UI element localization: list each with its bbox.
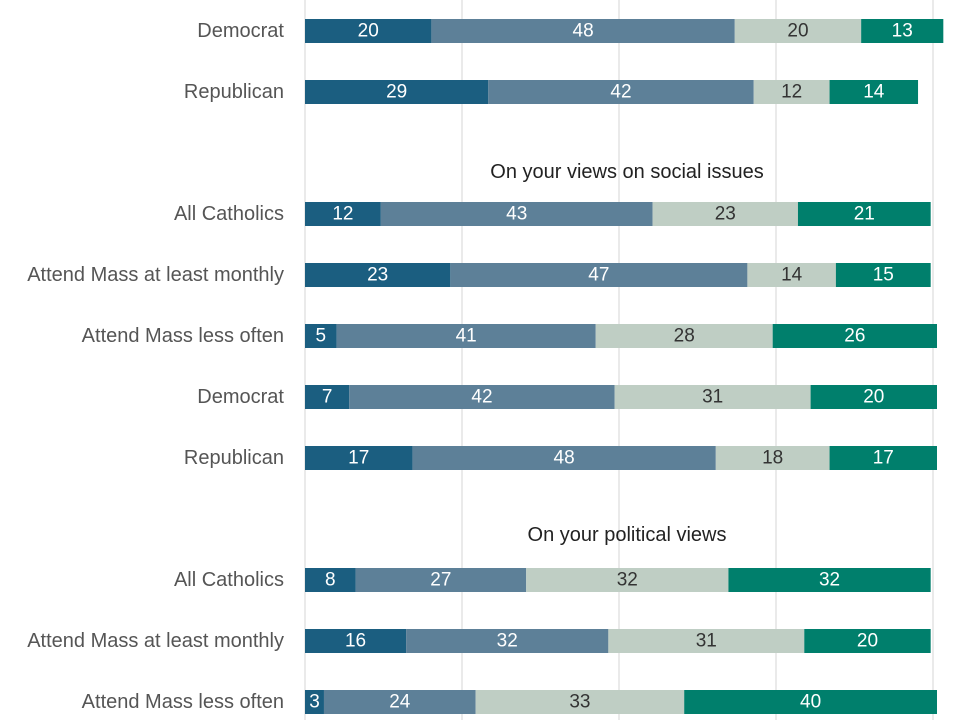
data-label: 43 <box>506 204 527 225</box>
data-label: 17 <box>348 448 369 469</box>
bar-segment <box>305 19 432 43</box>
bar-segment <box>305 80 489 104</box>
bar-segment <box>305 263 451 287</box>
bar-segment <box>406 629 609 653</box>
bar-segment <box>305 446 413 470</box>
bar-segment <box>450 263 748 287</box>
section-title: On your political views <box>528 524 727 546</box>
data-label: 48 <box>573 21 594 42</box>
row-label: Attend Mass less often <box>82 325 284 347</box>
data-label: 13 <box>892 21 913 42</box>
bar-segment <box>734 19 862 43</box>
bar-segment <box>772 324 937 348</box>
row-label: Attend Mass less often <box>82 691 284 713</box>
bar-segment <box>684 690 937 714</box>
bar-segment <box>595 324 773 348</box>
data-label: 3 <box>309 692 320 713</box>
bar-segment <box>829 80 919 104</box>
bar-segment <box>305 629 407 653</box>
row-label: All Catholics <box>174 569 284 591</box>
bar-segment <box>488 80 754 104</box>
bar-segment <box>305 385 350 409</box>
row-label: Democrat <box>197 20 284 42</box>
bar-segment <box>305 690 324 714</box>
data-label: 21 <box>854 204 875 225</box>
bar-segment <box>753 80 830 104</box>
data-label: 5 <box>316 326 327 347</box>
data-label: 32 <box>497 631 518 652</box>
bar-segment <box>431 19 735 43</box>
data-label: 28 <box>674 326 695 347</box>
data-label: 40 <box>800 692 821 713</box>
data-label: 24 <box>389 692 411 713</box>
bar-segment <box>475 690 685 714</box>
bar-segment <box>323 690 476 714</box>
data-label: 15 <box>873 265 894 286</box>
data-label: 47 <box>588 265 609 286</box>
bar-segment <box>835 263 931 287</box>
data-label: 17 <box>873 448 894 469</box>
data-label: 33 <box>569 692 590 713</box>
data-label: 18 <box>762 448 783 469</box>
data-label: 23 <box>367 265 388 286</box>
data-label: 12 <box>781 82 802 103</box>
bar-segment <box>715 446 830 470</box>
data-label: 16 <box>345 631 366 652</box>
bar-segment <box>829 446 937 470</box>
data-label: 8 <box>325 570 336 591</box>
bar-segment <box>747 263 836 287</box>
bars <box>305 19 944 714</box>
bar-segment <box>810 385 937 409</box>
data-label: 27 <box>430 570 451 591</box>
data-label: 42 <box>610 82 631 103</box>
data-label: 26 <box>844 326 865 347</box>
data-label: 20 <box>863 387 884 408</box>
bar-segment <box>652 202 798 226</box>
data-label: 14 <box>863 82 885 103</box>
row-label: All Catholics <box>174 203 284 225</box>
bar-segment <box>336 324 596 348</box>
data-label: 41 <box>456 326 477 347</box>
section-title: On your views on social issues <box>490 161 763 183</box>
row-label: Attend Mass at least monthly <box>27 630 284 652</box>
bar-segment <box>526 568 729 592</box>
bar-segment <box>608 629 805 653</box>
data-label: 14 <box>781 265 803 286</box>
bar-segment <box>804 629 931 653</box>
bar-segment <box>355 568 527 592</box>
row-label: Republican <box>184 447 284 469</box>
gridlines <box>304 0 934 720</box>
data-label: 31 <box>696 631 717 652</box>
bar-segment <box>614 385 811 409</box>
data-label: 20 <box>358 21 379 42</box>
bar-segment <box>349 385 615 409</box>
data-label: 48 <box>554 448 575 469</box>
bar-segment <box>305 568 356 592</box>
bar-segment <box>380 202 653 226</box>
data-label: 12 <box>332 204 353 225</box>
data-label: 29 <box>386 82 407 103</box>
row-label: Attend Mass at least monthly <box>27 264 284 286</box>
bar-segment <box>305 324 337 348</box>
data-label: 20 <box>857 631 878 652</box>
bar-segment <box>412 446 716 470</box>
bar-segment <box>861 19 944 43</box>
labels: Democrat 20 48 20 13 Republican 29 42 12 14 On you… <box>27 20 913 713</box>
data-label: 32 <box>617 570 638 591</box>
data-label: 7 <box>322 387 333 408</box>
row-label: Democrat <box>197 386 284 408</box>
bar-segment <box>728 568 931 592</box>
data-label: 23 <box>715 204 736 225</box>
data-label: 31 <box>702 387 723 408</box>
bar-segment <box>797 202 931 226</box>
data-label: 20 <box>787 21 808 42</box>
data-label: 32 <box>819 570 840 591</box>
data-label: 42 <box>471 387 492 408</box>
bar-segment <box>305 202 381 226</box>
row-label: Republican <box>184 81 284 103</box>
